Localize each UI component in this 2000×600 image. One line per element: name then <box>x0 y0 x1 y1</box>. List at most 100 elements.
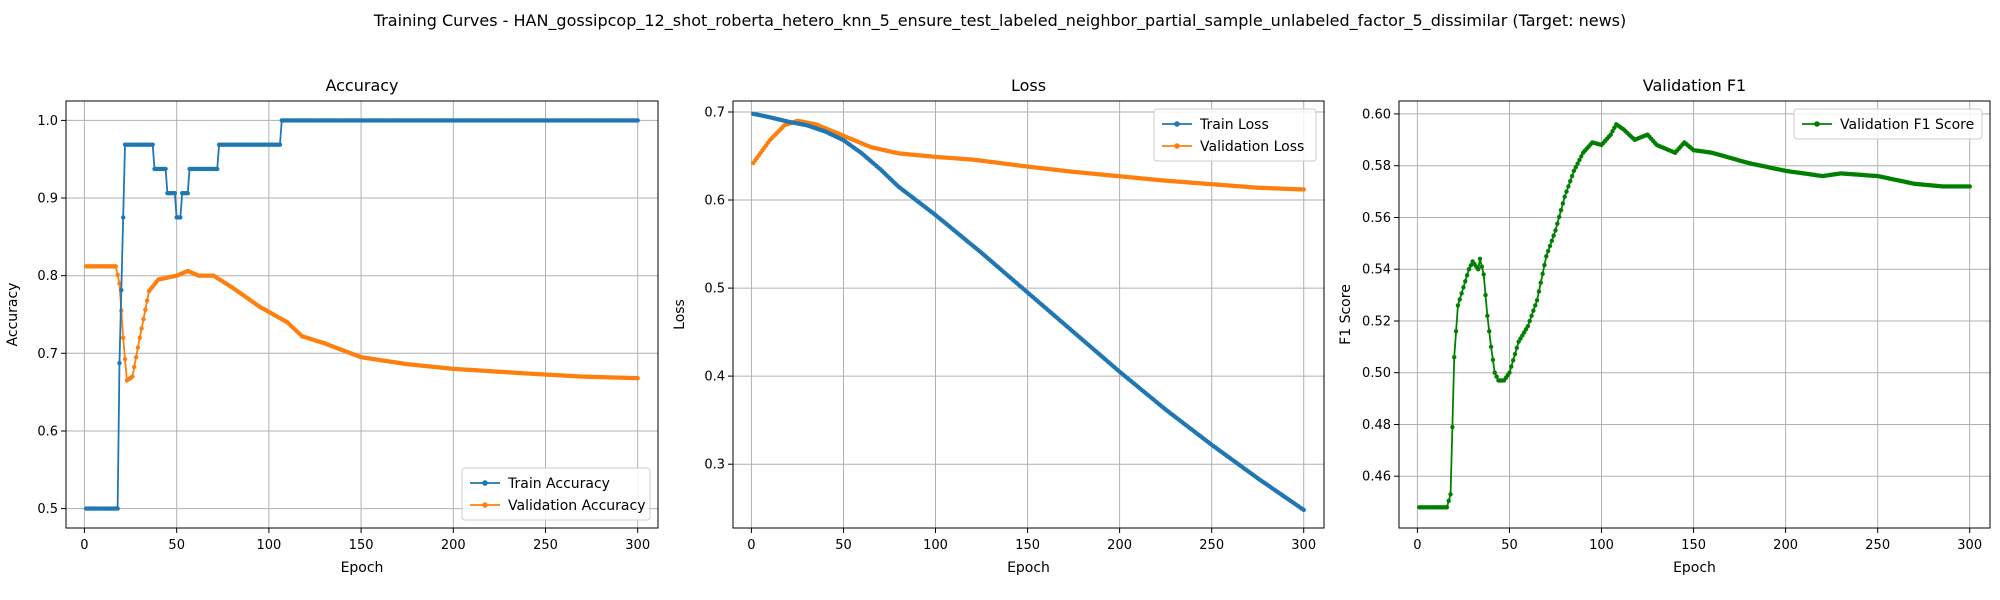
f1-data-point <box>1555 221 1560 226</box>
accuracy-y-tick-label: 0.8 <box>37 269 58 284</box>
accuracy-data-point <box>172 190 178 196</box>
legend-validation-accuracy: Validation Accuracy <box>508 498 646 514</box>
loss-data-point <box>1301 507 1306 513</box>
loss-axes-frame <box>732 100 1325 529</box>
f1-data-point <box>1547 243 1553 249</box>
accuracy-y-tick-label: 0.6 <box>37 425 58 440</box>
accuracy-series-2 <box>84 264 640 383</box>
f1-data-point <box>1453 329 1459 334</box>
accuracy-legend-swatch-marker <box>482 502 488 508</box>
accuracy-y-tick-label: 1.0 <box>37 114 58 129</box>
f1-data-point <box>1444 505 1450 510</box>
accuracy-data-point <box>178 215 183 220</box>
loss-data-point <box>1301 187 1306 192</box>
f1-legend <box>1793 108 1983 140</box>
accuracy-data-point <box>163 166 168 172</box>
f1-x-tick-label: 150 <box>1681 538 1706 553</box>
f1-data-point <box>1612 125 1617 130</box>
f1-y-tick-label: 0.46 <box>1362 470 1391 485</box>
f1-axes-frame <box>1398 100 1991 529</box>
f1-subplot-title: Validation F1 <box>1643 76 1746 95</box>
accuracy-data-point <box>113 264 118 269</box>
f1-series-1 <box>1417 122 1972 510</box>
accuracy-legend-swatch-marker <box>482 480 488 486</box>
accuracy-series-1 <box>84 118 640 511</box>
f1-data-point <box>1525 323 1531 329</box>
accuracy-data-point <box>115 506 120 511</box>
f1-data-point <box>1452 355 1457 360</box>
accuracy-y-tick-label: 0.9 <box>37 192 58 207</box>
f1-data-point <box>1544 254 1549 259</box>
f1-data-point <box>1566 184 1571 189</box>
accuracy-x-axis-label: Epoch <box>341 560 384 576</box>
f1-legend-swatch-marker <box>1814 121 1820 127</box>
f1-data-point <box>1579 154 1584 159</box>
loss-x-tick-label: 200 <box>1107 538 1132 553</box>
loss-legend-swatch-marker <box>1174 121 1180 127</box>
f1-data-point <box>1514 345 1520 351</box>
f1-data-point <box>1459 291 1464 296</box>
f1-y-tick-label: 0.52 <box>1362 315 1391 330</box>
loss-legend-box <box>1153 108 1317 162</box>
f1-data-point <box>1556 214 1562 220</box>
legend-validation-f1-score: Validation F1 Score <box>1840 117 1974 133</box>
f1-data-point <box>1527 318 1532 324</box>
accuracy-x-tick-label: 150 <box>349 538 374 553</box>
accuracy-data-point <box>115 272 120 278</box>
loss-subplot-title: Loss <box>1011 76 1046 95</box>
f1-data-point <box>1477 256 1483 262</box>
f1-y-tick-label: 0.58 <box>1362 159 1391 174</box>
f1-x-tick-label: 250 <box>1865 538 1890 553</box>
loss-subplot: Loss Epoch Loss Train Loss Validation Lo… <box>672 76 1325 576</box>
loss-x-tick-label: 50 <box>835 538 852 553</box>
loss-x-tick-label: 150 <box>1015 538 1040 553</box>
loss-y-tick-label: 0.7 <box>704 106 725 121</box>
f1-data-point <box>1608 132 1613 137</box>
f1-data-point <box>1507 370 1512 375</box>
accuracy-data-point <box>137 335 142 340</box>
f1-x-tick-label: 200 <box>1773 538 1798 553</box>
legend-validation-loss: Validation Loss <box>1200 139 1304 155</box>
f1-data-point <box>1492 370 1497 375</box>
accuracy-data-point <box>122 356 128 362</box>
accuracy-data-point <box>120 215 126 220</box>
accuracy-data-point <box>130 374 135 379</box>
accuracy-subplot-title: Accuracy <box>325 76 398 95</box>
f1-data-point <box>1455 303 1461 308</box>
f1-data-point <box>1488 344 1494 350</box>
f1-x-tick-label: 300 <box>1957 538 1982 553</box>
accuracy-data-point <box>635 375 640 381</box>
f1-y-tick-label: 0.48 <box>1362 418 1391 433</box>
f1-data-point <box>1463 279 1468 284</box>
accuracy-data-point <box>185 190 190 196</box>
loss-x-axis-label: Epoch <box>1007 560 1050 576</box>
accuracy-subplot: Accuracy Epoch Accuracy Train Accuracy V… <box>5 76 659 576</box>
f1-series-line <box>1419 122 1970 509</box>
loss-x-tick-label: 0 <box>747 538 755 553</box>
f1-data-point <box>1551 233 1556 238</box>
f1-data-point <box>1446 498 1451 504</box>
f1-y-tick-label: 0.50 <box>1362 366 1391 381</box>
accuracy-data-point <box>139 326 144 331</box>
accuracy-y-axis-label: Accuracy <box>5 283 21 347</box>
f1-data-point <box>1512 351 1518 357</box>
f1-data-point <box>1509 364 1514 369</box>
accuracy-x-tick-label: 50 <box>168 538 185 553</box>
f1-data-point <box>1487 329 1492 334</box>
loss-x-tick-label: 100 <box>923 538 948 553</box>
accuracy-series-line <box>86 119 638 510</box>
accuracy-data-point <box>119 288 124 293</box>
f1-data-point <box>1468 263 1474 268</box>
f1-data-point <box>1534 298 1540 303</box>
loss-grid <box>733 101 1324 528</box>
f1-data-point <box>1540 271 1545 277</box>
f1-data-point <box>1560 201 1566 206</box>
accuracy-x-tick-label: 300 <box>625 538 650 553</box>
accuracy-data-point <box>215 166 220 172</box>
f1-data-point <box>1461 285 1466 290</box>
f1-data-point <box>1481 272 1486 277</box>
accuracy-x-tick-label: 0 <box>80 538 88 553</box>
f1-grid <box>1399 101 1990 528</box>
f1-data-point <box>1533 303 1538 308</box>
accuracy-data-point <box>143 307 148 313</box>
